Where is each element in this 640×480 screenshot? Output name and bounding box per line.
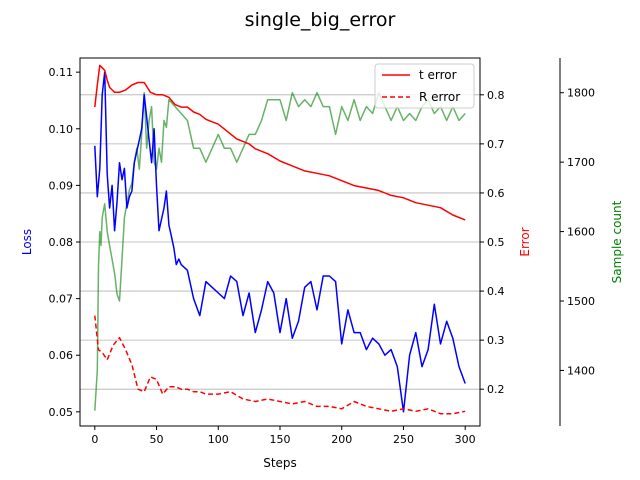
samples-tick-label: 1500: [567, 295, 595, 308]
loss-tick-label: 0.10: [49, 123, 74, 136]
error-tick-label: 0.7: [487, 138, 505, 151]
x-tick-label: 300: [455, 433, 476, 446]
series-line-error-1: [94, 64, 466, 221]
series-line-error-2: [94, 315, 466, 415]
loss-tick-label: 0.11: [49, 66, 74, 79]
samples-tick-label: 1600: [567, 226, 595, 239]
error-tick-label: 0.2: [487, 383, 505, 396]
x-axis-label: Steps: [263, 456, 297, 470]
error-tick-label: 0.5: [487, 236, 505, 249]
samples-tick-label: 1800: [567, 87, 595, 100]
loss-tick-label: 0.08: [49, 236, 74, 249]
loss-tick-label: 0.06: [49, 349, 74, 362]
error-tick-label: 0.6: [487, 187, 505, 200]
sample-count-axis-label: Sample count: [610, 200, 624, 283]
axis-ticks: 0 50 100 150 200 250 300 0.05 0.06 0.07 0.08 0.09 0.…: [49, 66, 596, 446]
x-tick-label: 250: [393, 433, 414, 446]
series-line-samples-3: [94, 91, 466, 411]
x-tick-label: 150: [270, 433, 291, 446]
loss-tick-label: 0.07: [49, 293, 74, 306]
legend: t error R error: [374, 63, 475, 109]
x-tick-label: 50: [150, 433, 164, 446]
error-tick-label: 0.3: [487, 334, 505, 347]
error-tick-label: 0.4: [487, 285, 505, 298]
chart-title: single_big_error: [245, 9, 396, 31]
error-axis-label: Error: [518, 227, 532, 256]
x-tick-label: 200: [331, 433, 352, 446]
samples-tick-label: 1700: [567, 156, 595, 169]
loss-tick-label: 0.05: [49, 406, 74, 419]
error-tick-label: 0.8: [487, 89, 505, 102]
legend-label-r-error: R error: [419, 90, 460, 104]
series-line-loss-0: [94, 71, 466, 413]
x-tick-label: 100: [208, 433, 229, 446]
samples-tick-label: 1400: [567, 364, 595, 377]
loss-tick-label: 0.09: [49, 179, 74, 192]
x-tick-label: 0: [91, 433, 98, 446]
plot-series: [94, 64, 466, 415]
legend-label-t-error: t error: [419, 68, 457, 82]
loss-axis-label: Loss: [20, 229, 34, 255]
